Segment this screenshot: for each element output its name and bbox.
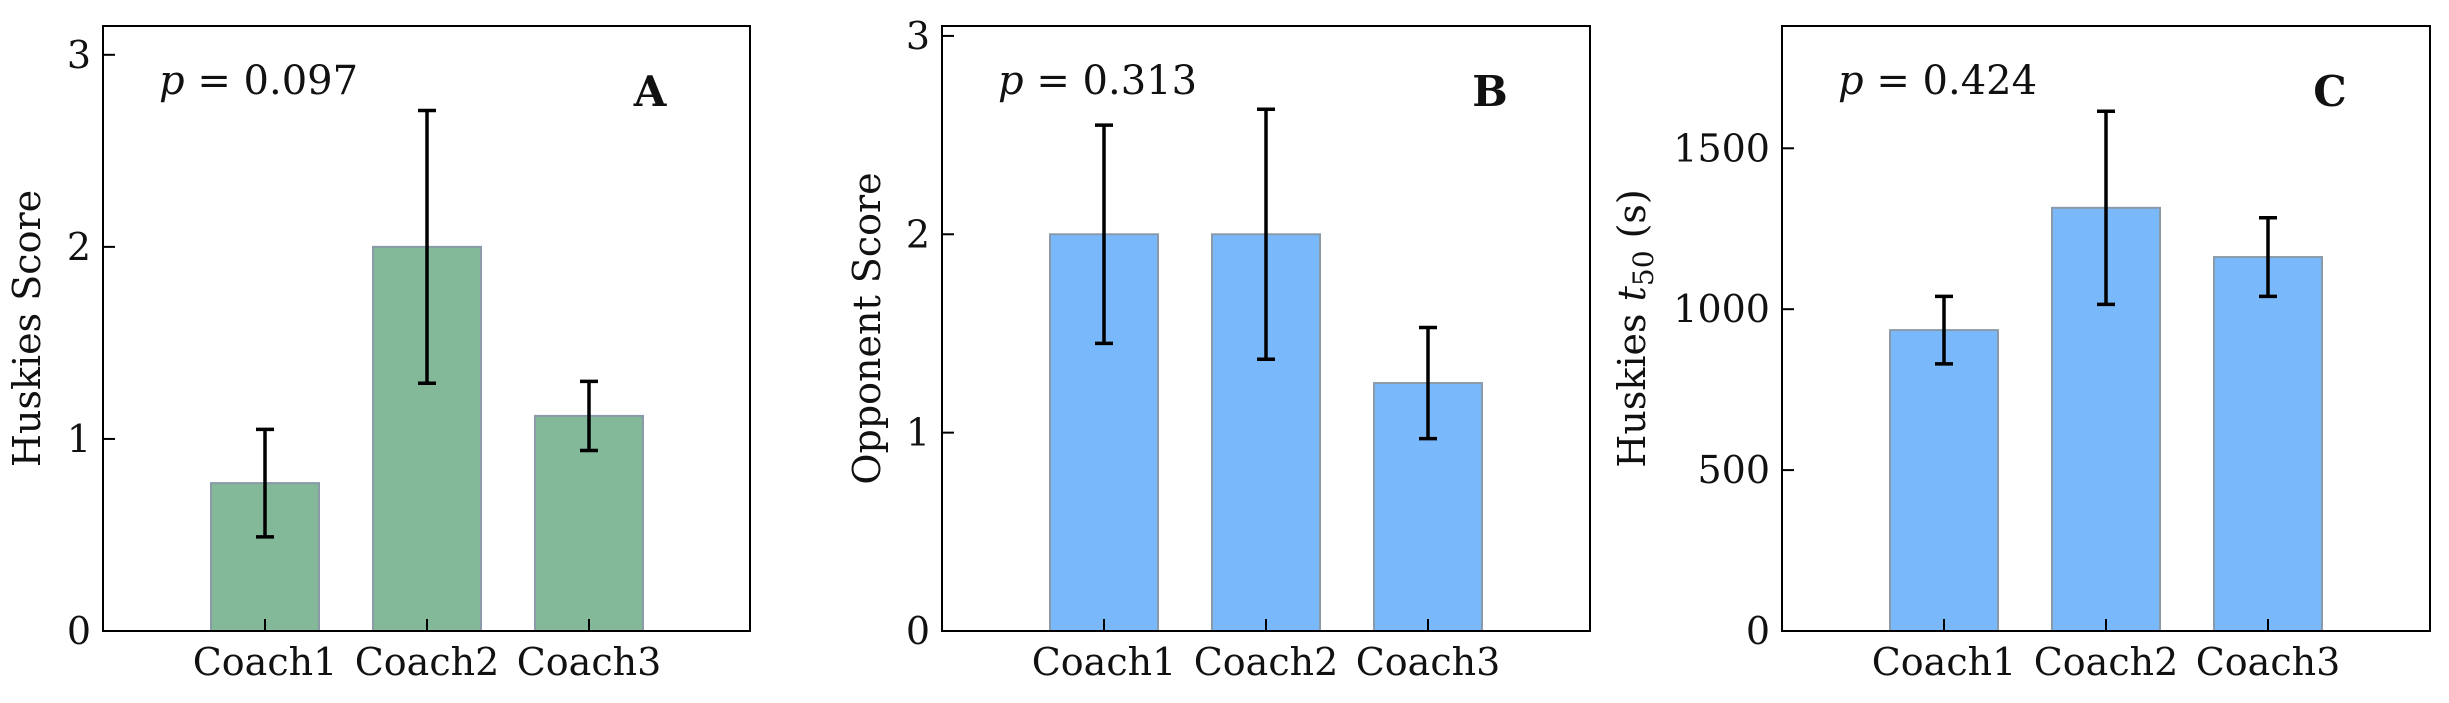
y-tick-label: 2 bbox=[906, 212, 930, 256]
chart-panel-b: 0 1 2 3 Coach1 Coach2 Coach3 Opponent Score p = … bbox=[845, 14, 1591, 684]
y-tick-label: 0 bbox=[67, 609, 91, 653]
x-tick-label: Coach1 bbox=[1872, 640, 2017, 684]
panel-label: C bbox=[2313, 67, 2346, 116]
y-tick-label: 500 bbox=[1697, 448, 1770, 492]
bar-coach3 bbox=[2213, 256, 2323, 632]
error-bar-coach3 bbox=[1419, 325, 1437, 441]
error-bar-coach2 bbox=[2097, 109, 2115, 307]
y-tick-label: 3 bbox=[67, 33, 91, 77]
y-tick-label: 2 bbox=[67, 225, 91, 269]
chart-panel-c: 0 500 1000 1500 Coach1 Coach2 Coach3 Huskies t5… bbox=[1610, 25, 2431, 684]
panel-label: B bbox=[1472, 67, 1508, 116]
x-tick-label: Coach2 bbox=[355, 640, 500, 684]
p-value-annotation: p = 0.313 bbox=[998, 58, 1197, 104]
y-tick-label: 1000 bbox=[1673, 287, 1770, 331]
error-bar-coach1 bbox=[1935, 294, 1953, 366]
y-axis-label: Huskies t50 (s) bbox=[1610, 189, 1660, 468]
y-tick-label: 1 bbox=[906, 411, 930, 455]
error-bar-coach1 bbox=[1095, 123, 1113, 346]
y-tick-label: 1 bbox=[67, 417, 91, 461]
y-axis-label: Opponent Score bbox=[845, 172, 889, 484]
x-tick-label: Coach1 bbox=[193, 640, 338, 684]
x-tick-label: Coach3 bbox=[2196, 640, 2341, 684]
bar-coach1 bbox=[1889, 329, 1999, 632]
x-tick-label: Coach2 bbox=[2034, 640, 2179, 684]
y-tick-label: 1500 bbox=[1673, 126, 1770, 170]
error-bar-coach1 bbox=[256, 427, 274, 539]
y-tick-label: 0 bbox=[906, 609, 930, 653]
chart-panel-a: 0 1 2 3 Coach1 Coach2 Coach3 Huskies Score p = 0… bbox=[5, 25, 751, 684]
x-tick-label: Coach3 bbox=[1356, 640, 1501, 684]
y-axis-label: Huskies Score bbox=[5, 190, 49, 467]
error-bar-coach3 bbox=[580, 379, 598, 453]
error-bar-coach3 bbox=[2259, 216, 2277, 299]
y-tick-label: 0 bbox=[1746, 609, 1770, 653]
x-tick-label: Coach2 bbox=[1194, 640, 1339, 684]
p-value-annotation: p = 0.097 bbox=[159, 58, 358, 104]
x-tick-label: Coach3 bbox=[517, 640, 662, 684]
p-value-annotation: p = 0.424 bbox=[1838, 58, 2037, 104]
error-bar-coach2 bbox=[418, 108, 436, 385]
error-bar-coach2 bbox=[1257, 107, 1275, 361]
x-tick-label: Coach1 bbox=[1032, 640, 1177, 684]
panel-label: A bbox=[633, 67, 668, 116]
y-tick-label: 3 bbox=[906, 14, 930, 58]
